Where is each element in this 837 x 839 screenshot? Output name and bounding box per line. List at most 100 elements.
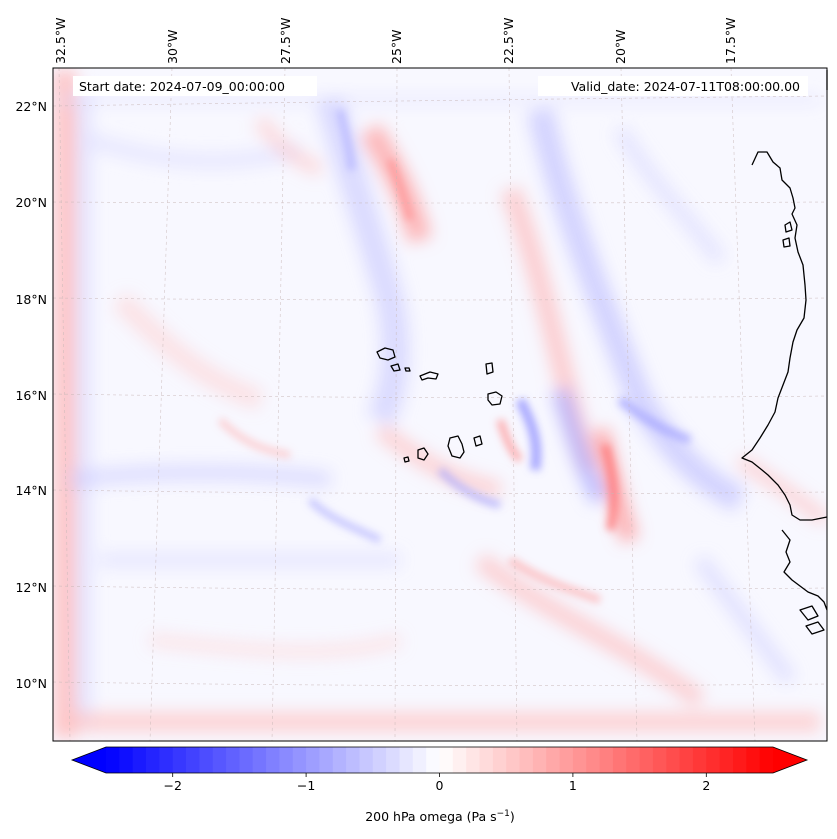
lon-label: 30°W	[165, 29, 180, 64]
lat-label: 20°N	[15, 195, 47, 210]
colorbar-segment	[172, 747, 187, 773]
colorbar-segment	[306, 747, 321, 773]
colorbar-tick-label: −1	[297, 778, 315, 793]
lon-label: 22.5°W	[501, 18, 516, 64]
cape-verde-sao-nicolau	[419, 371, 439, 381]
colorbar-segment	[519, 747, 534, 773]
colorbar-segment	[266, 747, 281, 773]
lat-label: 12°N	[15, 580, 47, 595]
colorbar-segment	[639, 747, 654, 773]
colorbar-segment	[279, 747, 294, 773]
start-date-box	[73, 76, 317, 96]
lon-label: 17.5°W	[723, 18, 738, 64]
lon-label: 32.5°W	[53, 18, 68, 64]
canary-west-sahara-islands	[782, 221, 793, 248]
colorbar-segment	[532, 747, 547, 773]
colorbar-segment	[292, 747, 307, 773]
cape-verde-santa-luzia	[404, 367, 411, 372]
colorbar-segments	[106, 747, 774, 773]
colorbar-label-exponent: −1	[497, 809, 510, 819]
colorbar-extend-min	[72, 747, 106, 773]
colorbar-segment	[586, 747, 601, 773]
colorbar-segment	[599, 747, 614, 773]
colorbar-segment	[212, 747, 227, 773]
colorbar-segment	[186, 747, 200, 773]
lon-label: 20°W	[613, 29, 628, 64]
colorbar-segment	[252, 747, 267, 773]
colorbar-segment	[746, 747, 761, 773]
cape-verde-santiago	[447, 435, 465, 459]
guinea-bissau-islands	[799, 605, 825, 635]
cape-verde-sao-vicente	[390, 363, 401, 372]
valid-date-box	[538, 76, 808, 96]
lat-label: 16°N	[15, 388, 47, 403]
colorbar-segment	[399, 747, 414, 773]
colorbar-extend-max	[773, 747, 807, 773]
colorbar-segment	[146, 747, 160, 773]
colorbar-segment	[346, 747, 361, 773]
colorbar-segment	[492, 747, 507, 773]
colorbar-segment	[106, 747, 120, 773]
colorbar-label-main: 200 hPa omega (Pa s	[365, 809, 496, 824]
lat-label: 18°N	[15, 292, 47, 307]
colorbar-segment	[546, 747, 561, 773]
colorbar-segment	[652, 747, 667, 773]
colorbar-segment	[412, 747, 427, 773]
colorbar-segment	[332, 747, 347, 773]
colorbar-ticks: −2 −1 0 1 2	[163, 773, 710, 793]
lon-label: 25°W	[389, 29, 404, 64]
map-background	[53, 68, 827, 741]
colorbar-segment	[572, 747, 587, 773]
colorbar-segment	[506, 747, 521, 773]
lat-label: 22°N	[15, 99, 47, 114]
colorbar-segment	[426, 747, 441, 773]
map-frame	[52, 67, 828, 742]
colorbar-segment	[226, 747, 240, 773]
colorbar-segment	[732, 747, 747, 773]
colorbar-segment	[466, 747, 481, 773]
cape-verde-fogo	[417, 447, 429, 461]
colorbar-segment	[692, 747, 707, 773]
colorbar-segment	[386, 747, 401, 773]
colorbar-segment	[612, 747, 627, 773]
colorbar-segment	[626, 747, 641, 773]
cape-verde-boa-vista	[487, 391, 503, 406]
lat-label: 14°N	[15, 483, 47, 498]
colorbar-segment	[719, 747, 734, 773]
colorbar-label: 200 hPa omega (Pa s−1)	[365, 809, 515, 824]
colorbar-tick-label: 0	[436, 778, 444, 793]
start-date-label: Start date: 2024-07-09_00:00:00	[79, 79, 285, 94]
cape-verde-maio	[473, 435, 483, 447]
colorbar-label-close: )	[510, 809, 515, 824]
colorbar-tick-label: 1	[569, 778, 577, 793]
omega-field-detail	[217, 109, 692, 604]
colorbar: −2 −1 0 1 2 200 hPa omega (Pa s−1)	[70, 746, 809, 824]
colorbar-segment	[759, 747, 774, 773]
colorbar-segment	[452, 747, 467, 773]
longitude-labels: 32.5°W 30°W 27.5°W 25°W 22.5°W 20°W 17.5…	[53, 18, 738, 64]
colorbar-outline	[70, 746, 809, 774]
colorbar-segment	[132, 747, 147, 773]
colorbar-segment	[199, 747, 214, 773]
colorbar-segment	[679, 747, 694, 773]
colorbar-segment	[479, 747, 494, 773]
lon-label: 27.5°W	[278, 18, 293, 64]
cape-verde-santo-antao	[376, 347, 396, 361]
cape-verde-brava	[403, 456, 410, 463]
africa-coastline-south	[781, 529, 828, 611]
latitude-labels: 22°N 20°N 18°N 16°N 14°N 12°N 10°N	[15, 99, 47, 691]
colorbar-segment	[319, 747, 334, 773]
colorbar-segment	[706, 747, 721, 773]
colorbar-segment	[359, 747, 374, 773]
cape-verde-sal	[485, 362, 494, 375]
omega-field	[54, 70, 827, 738]
colorbar-segment	[239, 747, 254, 773]
colorbar-segment	[159, 747, 174, 773]
colorbar-segment	[559, 747, 574, 773]
colorbar-segment	[439, 747, 454, 773]
valid-date-label: Valid_date: 2024-07-11T08:00:00.00	[571, 79, 800, 94]
colorbar-segment	[666, 747, 681, 773]
colorbar-tick-label: 2	[702, 778, 710, 793]
colorbar-tick-label: −2	[163, 778, 181, 793]
